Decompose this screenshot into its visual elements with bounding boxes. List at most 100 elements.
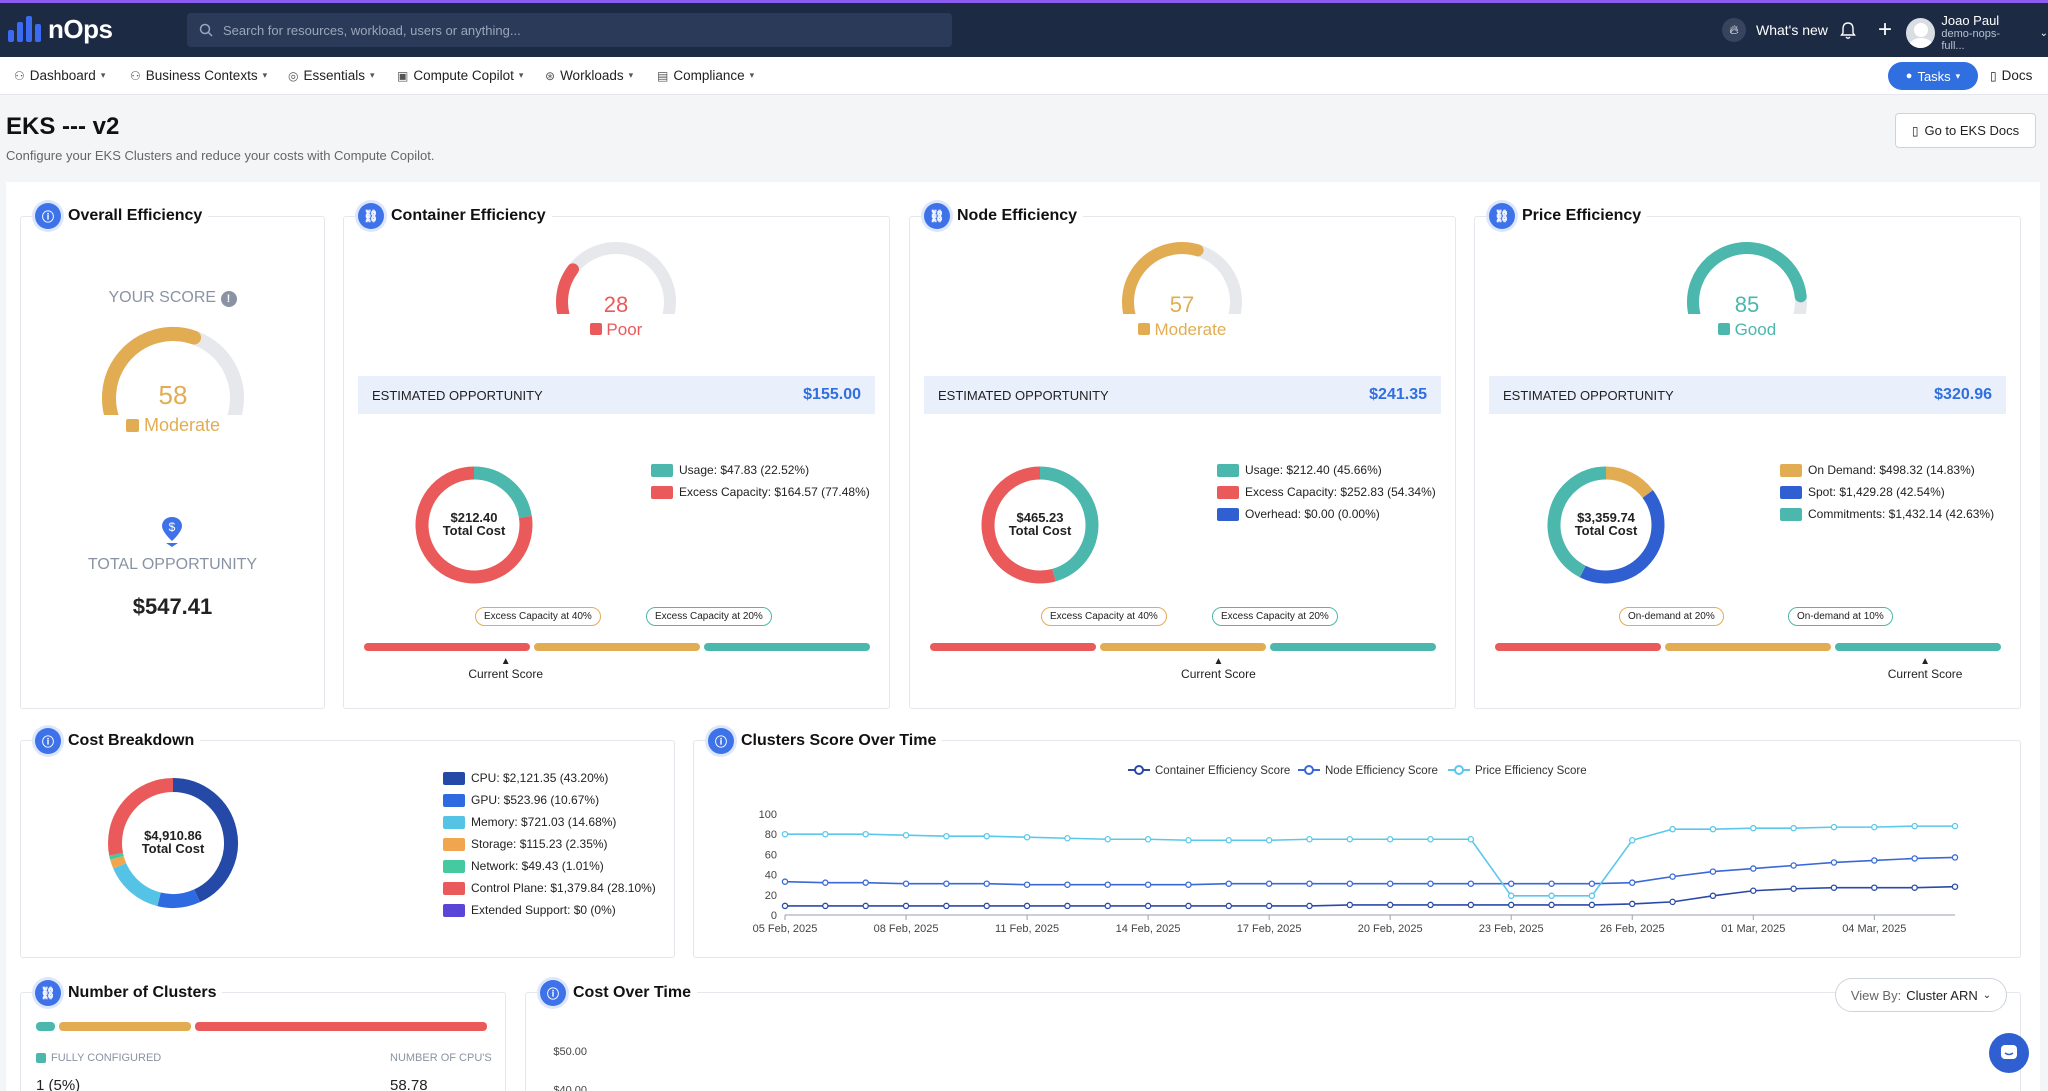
data-point[interactable] xyxy=(1911,884,1918,891)
docs-link[interactable]: ▯ Docs xyxy=(1990,68,2032,83)
data-point[interactable] xyxy=(1225,902,1233,910)
data-point[interactable] xyxy=(1750,865,1757,872)
search-input[interactable] xyxy=(223,22,923,38)
donut-slice-excess-capacity[interactable] xyxy=(981,466,1056,584)
data-point[interactable] xyxy=(983,880,990,887)
data-point[interactable] xyxy=(1951,854,1959,861)
data-point[interactable] xyxy=(1386,880,1394,887)
data-point[interactable] xyxy=(1386,901,1394,909)
data-point[interactable] xyxy=(1628,837,1636,844)
data-point[interactable] xyxy=(1750,824,1757,832)
data-point[interactable] xyxy=(1427,836,1434,843)
data-point[interactable] xyxy=(1064,834,1071,842)
data-point[interactable] xyxy=(1467,836,1475,843)
legend-item[interactable]: Node Efficiency Score xyxy=(1298,765,1438,777)
bell-icon[interactable] xyxy=(1837,20,1859,42)
donut-slice-storage[interactable] xyxy=(110,855,127,869)
data-point[interactable] xyxy=(1871,857,1878,864)
data-point[interactable] xyxy=(1185,881,1192,888)
data-point[interactable] xyxy=(902,880,910,887)
data-point[interactable] xyxy=(1628,900,1636,908)
data-point[interactable] xyxy=(1669,873,1676,880)
data-point[interactable] xyxy=(1427,901,1434,909)
data-point[interactable] xyxy=(1265,837,1273,844)
data-point[interactable] xyxy=(822,830,829,838)
data-point[interactable] xyxy=(781,902,789,910)
donut-slice-excess-capacity[interactable] xyxy=(415,466,533,584)
data-point[interactable] xyxy=(902,902,910,910)
data-point[interactable] xyxy=(1507,880,1515,887)
search-bar[interactable] xyxy=(187,13,952,47)
info-icon[interactable]: ! xyxy=(220,291,237,307)
nav-compliance[interactable]: ▤ Compliance ▾ xyxy=(657,68,754,83)
data-point[interactable] xyxy=(1507,892,1515,900)
data-point[interactable] xyxy=(1507,901,1515,909)
data-point[interactable] xyxy=(1871,823,1878,831)
nav-workloads[interactable]: ⊛ Workloads ▾ xyxy=(545,68,633,83)
data-point[interactable] xyxy=(862,902,869,910)
data-point[interactable] xyxy=(1911,822,1918,830)
data-point[interactable] xyxy=(862,830,869,838)
data-point[interactable] xyxy=(1790,824,1797,832)
data-point[interactable] xyxy=(1548,880,1555,887)
data-point[interactable] xyxy=(1790,885,1797,892)
data-point[interactable] xyxy=(1830,884,1838,891)
data-point[interactable] xyxy=(1709,892,1717,900)
data-point[interactable] xyxy=(822,879,829,886)
data-point[interactable] xyxy=(1346,901,1354,909)
data-point[interactable] xyxy=(943,880,950,887)
nav-business-contexts[interactable]: ⚇ Business Contexts ▾ xyxy=(130,68,267,83)
donut-slice-gpu[interactable] xyxy=(157,889,200,908)
data-point[interactable] xyxy=(1750,887,1757,895)
donut-slice-memory[interactable] xyxy=(113,862,162,907)
data-point[interactable] xyxy=(1628,879,1636,886)
data-point[interactable] xyxy=(1588,892,1596,900)
data-point[interactable] xyxy=(1225,837,1233,844)
data-point[interactable] xyxy=(1790,862,1797,869)
data-point[interactable] xyxy=(1548,892,1555,900)
data-point[interactable] xyxy=(1104,881,1112,888)
data-point[interactable] xyxy=(1669,825,1676,833)
data-point[interactable] xyxy=(781,830,789,838)
data-point[interactable] xyxy=(1306,902,1313,910)
tasks-button[interactable]: ● Tasks ▾ xyxy=(1888,62,1978,90)
data-point[interactable] xyxy=(1346,880,1354,887)
data-point[interactable] xyxy=(1871,884,1878,891)
data-point[interactable] xyxy=(983,832,990,840)
data-point[interactable] xyxy=(1144,836,1152,843)
data-point[interactable] xyxy=(1144,902,1152,910)
data-point[interactable] xyxy=(1023,833,1031,841)
data-point[interactable] xyxy=(1830,823,1838,831)
data-point[interactable] xyxy=(1104,902,1112,910)
data-point[interactable] xyxy=(943,902,950,910)
donut-slice-cpu[interactable] xyxy=(172,778,238,903)
donut-slice-control-plane[interactable] xyxy=(108,778,174,856)
data-point[interactable] xyxy=(983,902,990,910)
data-point[interactable] xyxy=(1265,902,1273,910)
data-point[interactable] xyxy=(1185,902,1192,910)
data-point[interactable] xyxy=(1346,836,1354,843)
legend-item[interactable]: Container Efficiency Score xyxy=(1128,765,1290,777)
view-by-dropdown[interactable]: View By: Cluster ARN ⌄ xyxy=(1835,978,2007,1012)
donut-slice-usage[interactable] xyxy=(1039,466,1099,582)
eks-docs-button[interactable]: ▯ Go to EKS Docs xyxy=(1895,113,2036,148)
data-point[interactable] xyxy=(1588,880,1596,887)
data-point[interactable] xyxy=(1306,880,1313,887)
data-point[interactable] xyxy=(1951,822,1959,830)
whats-new-button[interactable]: 🔥︎ What's new xyxy=(1722,18,1828,42)
data-point[interactable] xyxy=(1185,837,1192,844)
nav-compute-copilot[interactable]: ▣ Compute Copilot ▾ xyxy=(397,68,523,83)
nav-dashboard[interactable]: ⚇ Dashboard ▾ xyxy=(14,68,105,83)
data-point[interactable] xyxy=(1225,880,1233,887)
data-point[interactable] xyxy=(902,831,910,839)
data-point[interactable] xyxy=(1709,825,1717,833)
data-point[interactable] xyxy=(1386,836,1394,843)
data-point[interactable] xyxy=(862,879,869,886)
data-point[interactable] xyxy=(1588,901,1596,909)
donut-slice-spot[interactable] xyxy=(1579,490,1665,584)
donut-slice-on-demand[interactable] xyxy=(1605,466,1653,499)
data-point[interactable] xyxy=(943,832,950,840)
chat-button[interactable] xyxy=(1989,1033,2029,1073)
data-point[interactable] xyxy=(1951,883,1959,890)
donut-slice-network[interactable] xyxy=(109,852,124,860)
